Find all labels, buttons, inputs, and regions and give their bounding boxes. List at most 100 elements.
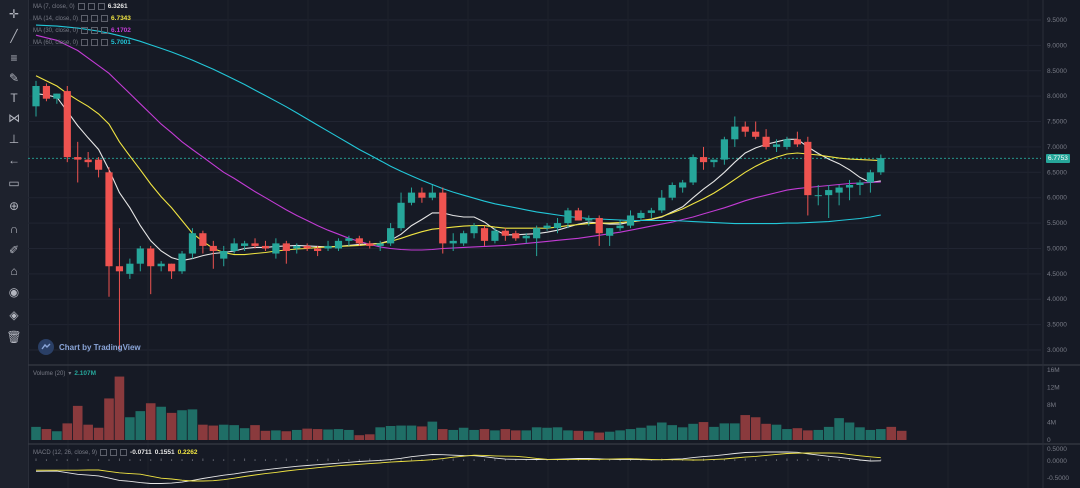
ma60-legend[interactable]: MA (60, close, 0) 5.7001: [33, 39, 131, 46]
y-tick-label: 7.0000: [1047, 144, 1067, 151]
macd-value-1: -0.0711: [130, 449, 152, 456]
volume-bar: [145, 403, 156, 440]
volume-bar: [531, 427, 542, 440]
crosshair-icon[interactable]: ✛: [8, 7, 20, 21]
candle-body: [272, 243, 280, 254]
candle-body: [741, 126, 749, 132]
volume-bar: [271, 430, 281, 440]
volume-bar: [583, 431, 594, 440]
volume-bar: [646, 425, 657, 440]
volume-bar: [250, 425, 260, 440]
volume-bar: [469, 429, 479, 440]
candle-body: [564, 210, 572, 224]
candle-body: [397, 202, 405, 229]
candle-body: [553, 223, 562, 229]
volume-bar: [93, 427, 104, 440]
settings-icon[interactable]: [110, 449, 118, 456]
volume-bar: [166, 412, 177, 440]
eye-icon[interactable]: ◉: [8, 285, 20, 299]
candle-body: [136, 248, 144, 264]
ma7-legend[interactable]: MA (7, close, 0) 6.3261: [33, 3, 128, 10]
macd-legend[interactable]: MACD (12, 26, close, 9) -0.0711 0.1551 0…: [33, 449, 198, 456]
volume-bar: [125, 417, 135, 440]
close-icon[interactable]: [101, 39, 109, 46]
eye-icon[interactable]: [81, 27, 89, 34]
brush-icon[interactable]: ✎: [8, 71, 20, 85]
volume-label: Volume (20): [33, 370, 66, 377]
volume-bar: [500, 429, 511, 440]
chevron-down-icon[interactable]: ▾: [68, 371, 72, 377]
volume-bar: [114, 376, 125, 440]
close-icon[interactable]: [97, 3, 105, 10]
candle-body: [647, 210, 655, 213]
tradingview-watermark[interactable]: Chart by TradingView: [38, 339, 141, 355]
candle-body: [731, 126, 739, 140]
volume-bar: [792, 428, 803, 440]
lock-drawings-icon[interactable]: ✐: [8, 243, 20, 257]
trend-line-icon[interactable]: ╱: [10, 29, 18, 43]
settings-icon[interactable]: [91, 15, 99, 22]
volume-bar: [62, 423, 73, 440]
close-icon[interactable]: [101, 15, 109, 22]
eye-icon[interactable]: [81, 39, 89, 46]
candle-body: [261, 245, 270, 249]
volume-bar: [604, 431, 615, 440]
y-tick-label: 3.5000: [1047, 322, 1067, 329]
candle-body: [814, 195, 822, 197]
candle-body: [762, 136, 770, 147]
eye-icon[interactable]: [100, 449, 108, 456]
settings-icon[interactable]: [87, 3, 95, 10]
y-tick-label: 3.0000: [1047, 347, 1067, 354]
ruler-icon[interactable]: ▭: [8, 176, 20, 190]
y-tick-label: 6.5000: [1047, 169, 1067, 176]
price-chart[interactable]: 9.5000 9.0000 8.5000 8.0000 7.5000 7.0000 6.50…: [28, 0, 1080, 488]
volume-bar: [719, 423, 730, 440]
candle-body: [126, 263, 134, 274]
lock-icon[interactable]: ⌂: [10, 264, 18, 278]
close-icon[interactable]: [101, 27, 109, 34]
zoom-icon[interactable]: ⊕: [8, 199, 20, 213]
eye-icon[interactable]: [77, 3, 85, 10]
layers-icon[interactable]: ◈: [9, 308, 19, 322]
settings-icon[interactable]: [91, 39, 99, 46]
fib-icon[interactable]: ≡: [10, 51, 18, 65]
volume-bar: [104, 398, 114, 440]
candle-body: [105, 172, 113, 267]
trash-icon[interactable]: 🗑: [6, 330, 22, 344]
volume-bar: [375, 427, 385, 440]
text-icon[interactable]: T: [10, 91, 18, 105]
magnet-icon[interactable]: ∩: [9, 222, 19, 236]
volume-bar: [740, 415, 751, 440]
volume-legend[interactable]: Volume (20) ▾ 2.107M: [33, 370, 96, 377]
candle-body: [501, 230, 509, 236]
volume-bar: [41, 429, 52, 440]
back-arrow-icon[interactable]: ←: [8, 153, 20, 167]
volume-bar: [354, 435, 365, 440]
pattern-icon[interactable]: ⋈: [8, 111, 20, 125]
volume-value: 2.107M: [74, 370, 97, 377]
candle-body: [752, 131, 760, 137]
candle-body: [606, 228, 614, 236]
candle-body: [543, 225, 551, 229]
settings-icon[interactable]: [91, 27, 99, 34]
candle-body: [877, 158, 885, 173]
ma7-line: [35, 93, 881, 262]
volume-bar: [208, 425, 219, 440]
close-icon[interactable]: [120, 449, 128, 456]
volume-tick-label: 4M: [1047, 420, 1056, 427]
candle-body: [825, 190, 833, 196]
macd-tick-label: 0.5000: [1047, 446, 1067, 453]
eye-icon[interactable]: [81, 15, 89, 22]
volume-bar: [333, 429, 344, 440]
volume-bar: [291, 429, 302, 440]
candle-body: [658, 197, 666, 211]
measure-icon[interactable]: ⊥: [8, 132, 20, 146]
volume-bar: [886, 426, 897, 440]
volume-bar: [698, 422, 709, 440]
volume-bar: [625, 429, 636, 440]
volume-bar: [573, 430, 584, 440]
ma30-legend[interactable]: MA (30, close, 0) 6.1702: [33, 27, 131, 34]
ma14-legend[interactable]: MA (14, close, 0) 6.7343: [33, 15, 131, 22]
candle-body: [63, 91, 71, 158]
candle-body: [407, 192, 416, 203]
